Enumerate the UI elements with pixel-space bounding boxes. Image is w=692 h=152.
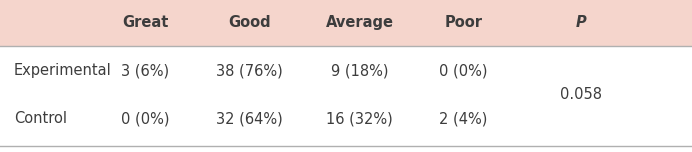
Text: 9 (18%): 9 (18%): [331, 63, 389, 78]
Text: 3 (6%): 3 (6%): [121, 63, 170, 78]
Text: Average: Average: [326, 15, 394, 30]
Bar: [0, 0, 692, 46]
Text: Poor: Poor: [445, 15, 482, 30]
Text: 0 (0%): 0 (0%): [121, 111, 170, 126]
Text: Good: Good: [228, 15, 271, 30]
Text: 0 (0%): 0 (0%): [439, 63, 488, 78]
Text: Control: Control: [14, 111, 67, 126]
Text: 38 (76%): 38 (76%): [216, 63, 282, 78]
Text: P: P: [576, 15, 587, 30]
Text: Experimental: Experimental: [14, 63, 111, 78]
Text: 2 (4%): 2 (4%): [439, 111, 488, 126]
Text: 32 (64%): 32 (64%): [216, 111, 282, 126]
Text: Great: Great: [122, 15, 169, 30]
Text: 16 (32%): 16 (32%): [327, 111, 393, 126]
Text: 0.058: 0.058: [561, 87, 602, 102]
